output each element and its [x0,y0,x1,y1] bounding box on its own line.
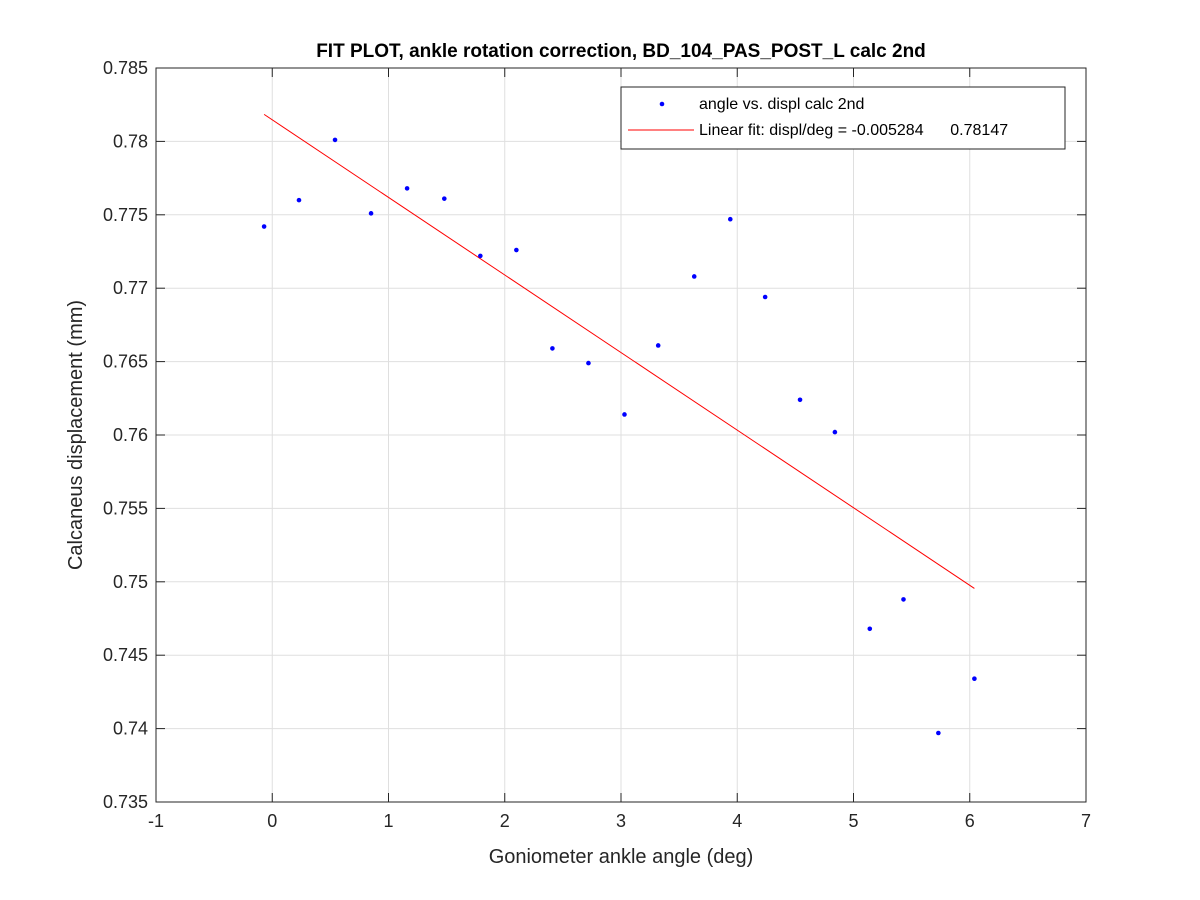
x-tick-label: 0 [267,811,277,831]
legend-marker-points [659,101,665,107]
data-point [727,216,733,222]
y-tick-label: 0.76 [113,425,148,445]
data-point [972,676,977,681]
x-tick-label: 6 [965,811,975,831]
x-tick-label: 7 [1081,811,1091,831]
data-point [550,346,555,351]
data-point [404,186,410,191]
data-point [901,597,906,602]
y-tick-label: 0.74 [113,719,148,739]
data-points-layer [261,137,977,736]
chart-title: FIT PLOT, ankle rotation correction, BD_… [316,41,926,62]
data-point [832,429,838,435]
y-tick-label: 0.765 [103,352,148,372]
x-tick-label: 1 [383,811,393,831]
y-tick-label: 0.785 [103,58,148,78]
y-tick-label: 0.775 [103,205,148,225]
data-point [622,412,627,417]
data-point [261,224,267,229]
x-axis-label: Goniometer ankle angle (deg) [489,846,754,868]
data-point [514,247,519,253]
data-point [368,211,374,216]
data-point [797,397,803,403]
data-point [586,360,591,366]
data-point [691,274,697,279]
y-tick-label: 0.735 [103,792,148,812]
data-point [296,197,302,203]
y-tick-label: 0.78 [113,131,148,151]
y-tick-label: 0.77 [113,278,148,298]
legend-box [620,86,1066,150]
x-tick-label: 5 [848,811,858,831]
y-tick-label: 0.755 [103,498,148,518]
data-point [867,626,873,632]
data-point [478,253,483,259]
data-point [762,294,768,300]
x-tick-label: 4 [732,811,742,831]
legend-label-points: angle vs. displ calc 2nd [699,96,864,113]
legend: angle vs. displ calc 2nd Linear fit: dis… [620,86,1066,150]
y-tick-label: 0.75 [113,572,148,592]
data-point [655,343,661,348]
x-tick-label: -1 [148,811,164,831]
x-axis-ticks: -1 0 1 2 3 4 5 6 7 [148,68,1091,831]
legend-label-fit-line: Linear fit: displ/deg = -0.005284 0.7814… [699,122,1008,139]
y-tick-label: 0.745 [103,645,148,665]
fit-line-layer [263,113,975,589]
y-axis-label: Calcaneus displacement (mm) [65,300,87,570]
data-point [936,730,941,736]
x-tick-label: 2 [500,811,510,831]
data-point [332,137,338,143]
y-axis-ticks: 0.735 0.74 0.745 0.75 0.755 0.76 0.765 0.77 0.77… [103,58,1086,812]
data-point [442,196,447,201]
fit-line [263,113,975,589]
x-tick-label: 3 [616,811,626,831]
